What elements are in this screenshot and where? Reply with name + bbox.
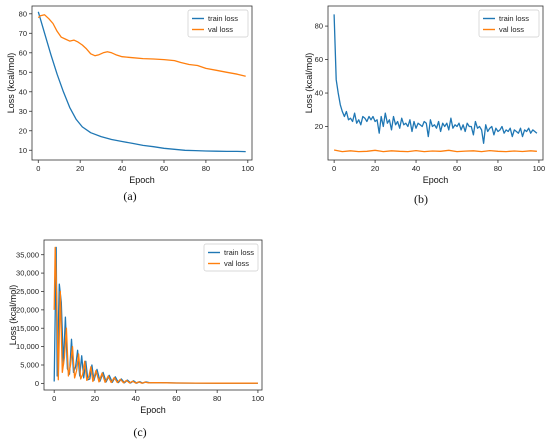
y-tick-label: 30 (19, 107, 27, 116)
x-tick-label: 0 (332, 164, 336, 173)
plot-frame (31, 5, 253, 161)
legend-label: val loss (208, 25, 233, 34)
x-tick-label: 60 (453, 164, 461, 173)
panel-caption: (c) (133, 425, 146, 439)
series-line-train-loss (333, 14, 538, 144)
x-axis-label: Epoch (140, 405, 166, 415)
y-tick-label: 35,000 (16, 250, 39, 259)
plot-frame (43, 239, 263, 391)
y-tick-label: 20 (19, 126, 27, 135)
panel-caption: (a) (123, 189, 136, 203)
plot-frame (327, 5, 544, 161)
x-tick-label: 20 (76, 164, 84, 173)
x-tick-label: 100 (533, 164, 546, 173)
legend-label: val loss (224, 259, 249, 268)
x-tick-label: 40 (118, 164, 126, 173)
legend-label: train loss (499, 14, 529, 23)
x-tick-label: 20 (91, 394, 99, 403)
y-axis-label: Loss (kcal/mol) (8, 285, 18, 346)
y-tick-label: 80 (19, 9, 27, 18)
y-axis-label: Loss (kcal/mol) (304, 53, 314, 114)
legend: train loss val loss (203, 243, 259, 272)
y-tick-label: 80 (315, 22, 323, 31)
y-tick-label: 40 (315, 89, 323, 98)
x-axis-label: Epoch (129, 175, 155, 185)
y-tick-label: 15,000 (16, 324, 39, 333)
x-axis-label: Epoch (423, 175, 449, 185)
series-line-val-loss (37, 14, 246, 77)
y-tick-label: 0 (35, 379, 39, 388)
y-tick-label: 50 (19, 68, 27, 77)
y-tick-label: 70 (19, 29, 27, 38)
legend: train loss val loss (187, 9, 249, 38)
panel-b: 0 20 40 60 80 100 20 40 60 80 Epoch Loss (kcal/mol)… (304, 5, 546, 206)
panel-caption: (b) (414, 192, 428, 206)
legend-box (478, 9, 540, 38)
x-tick-label: 60 (160, 164, 168, 173)
legend-box (203, 243, 259, 272)
y-tick-label: 60 (315, 55, 323, 64)
series-line-val-loss (333, 149, 537, 153)
x-tick-label: 40 (412, 164, 420, 173)
y-tick-label: 20,000 (16, 305, 39, 314)
y-tick-label: 25,000 (16, 287, 39, 296)
y-tick-label: 10 (19, 146, 27, 155)
x-tick-label: 20 (371, 164, 379, 173)
y-tick-label: 20 (315, 122, 323, 131)
y-tick-label: 10,000 (16, 342, 39, 351)
x-tick-label: 60 (172, 394, 180, 403)
series-line-train-loss (37, 11, 246, 153)
x-tick-label: 80 (494, 164, 502, 173)
x-tick-label: 0 (52, 394, 56, 403)
panel-a: 0 20 40 60 80 100 10 20 30 40 50 60 70 80 Epoch Loss (k… (6, 5, 255, 203)
y-tick-label: 30,000 (16, 269, 39, 278)
legend: train loss val loss (478, 9, 540, 38)
legend-box (187, 9, 249, 38)
legend-label: train loss (224, 248, 254, 257)
x-tick-label: 100 (242, 164, 255, 173)
x-tick-label: 40 (132, 394, 140, 403)
panel-c: 0 20 40 60 80 100 0 5,000 10,000 15,000 20,000 25,0… (8, 239, 265, 439)
legend-label: train loss (208, 14, 238, 23)
y-tick-label: 40 (19, 87, 27, 96)
series-line-val-loss (53, 246, 258, 384)
x-tick-label: 0 (36, 164, 40, 173)
y-tick-label: 5,000 (20, 361, 39, 370)
legend-label: val loss (499, 25, 524, 34)
x-tick-label: 80 (213, 394, 221, 403)
x-tick-label: 100 (252, 394, 265, 403)
y-axis-label: Loss (kcal/mol) (6, 53, 16, 114)
y-tick-label: 60 (19, 48, 27, 57)
x-tick-label: 80 (202, 164, 210, 173)
